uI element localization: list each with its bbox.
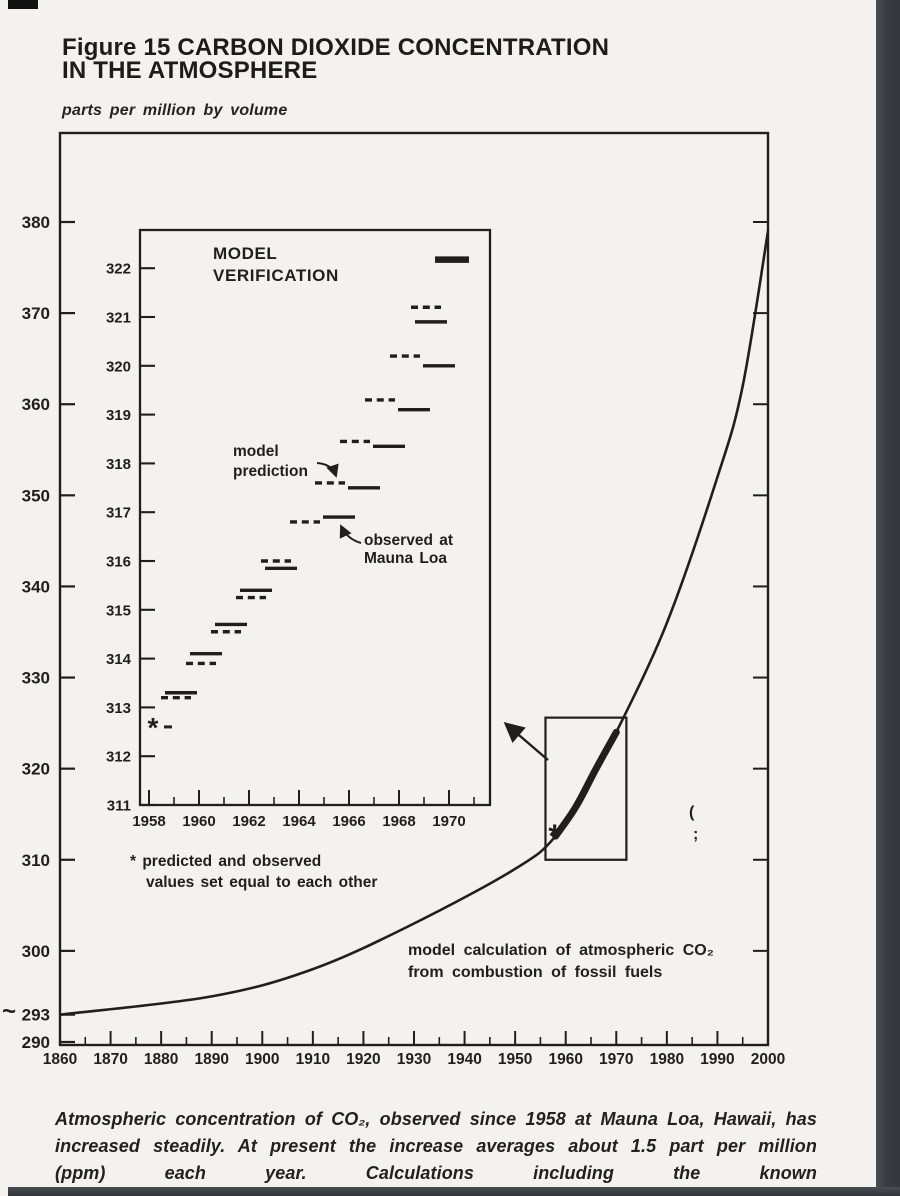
y-tick-label: 380 [22, 213, 50, 232]
x-tick-label: 1990 [700, 1051, 734, 1068]
model-prediction-arrow [316, 462, 339, 478]
main-plot-frame [58, 131, 770, 1047]
y-tick-label: 350 [22, 486, 50, 505]
inset-y-tick-label: 319 [106, 407, 131, 424]
main-x-axis: 1860 1870 1880 1890 1900 1910 1920 1930 1940 1950… [43, 1031, 785, 1068]
inset-start-asterisk: * [148, 712, 159, 743]
inset-plot-frame [138, 228, 492, 807]
figure-caption: Atmospheric concentration of CO₂, observ… [55, 1109, 817, 1183]
inset-x-tick-label: 1966 [332, 813, 365, 830]
inset-y-tick-label: 317 [106, 505, 131, 522]
x-tick-label: 1940 [447, 1051, 481, 1068]
inset-title-line1: MODEL [213, 244, 277, 263]
observed-label-line1: observed at [364, 532, 453, 549]
model-curve-label-line2: from combustion of fossil fuels [408, 964, 662, 981]
x-tick-label: 1880 [144, 1051, 178, 1068]
model-curve-label-line1: model calculation of atmospheric CO₂ [408, 942, 714, 959]
inset-y-tick-label: 314 [106, 651, 132, 668]
main-right-axis-ticks [753, 221, 767, 952]
x-tick-label: 1960 [548, 1051, 582, 1068]
zoom-box-arrow [503, 722, 549, 761]
anchor-asterisk: * [548, 818, 561, 854]
inset-y-tick-label: 311 [107, 798, 131, 815]
y-tick-label: 370 [22, 304, 50, 323]
model-prediction-label-line2: prediction [233, 463, 308, 480]
inset-y-tick-label: 320 [106, 358, 131, 375]
x-tick-label: 1860 [43, 1051, 77, 1068]
observed-overlay-segment [552, 728, 620, 840]
scan-bar-bottom [8, 1187, 900, 1196]
scan-speck-1: ( [689, 804, 695, 821]
figure-title-line1: Figure 15 CARBON DIOXIDE CONCENTRATION [62, 34, 610, 61]
y-tick-label: 340 [22, 577, 50, 596]
x-tick-label: 1970 [599, 1051, 633, 1068]
scan-speck-2: ; [693, 826, 698, 843]
inset-chart-area: 311 312 313 314 315 316 317 318 319 320 321 322 1958… [106, 228, 492, 830]
inset-title-line2: VERIFICATION [213, 266, 339, 285]
y-tick-label: 310 [22, 851, 50, 870]
inset-y-tick-label: 312 [106, 749, 131, 766]
inset-y-tick-label: 316 [106, 554, 131, 571]
main-y-axis: 290 293 300 310 320 330 340 350 360 370 380 [22, 213, 75, 1052]
axis-break-mark: ~ [2, 998, 16, 1025]
zoom-box [544, 716, 628, 861]
y-tick-label: 293 [22, 1006, 50, 1025]
inset-y-tick-label: 321 [106, 310, 131, 327]
x-tick-label: 1910 [296, 1051, 330, 1068]
figure-title: Figure 15 CARBON DIOXIDE CONCENTRATION I… [62, 34, 610, 84]
inset-footnote-line2: values set equal to each other [146, 874, 377, 891]
x-tick-label: 1870 [93, 1051, 127, 1068]
inset-footnote-line1: * predicted and observed [130, 853, 321, 870]
main-chart-area: 290 293 300 310 320 330 340 350 360 370 380 1860 187… [22, 131, 785, 1068]
model-prediction-label-line1: model [233, 443, 279, 460]
x-tick-label: 1920 [346, 1051, 380, 1068]
x-tick-label: 2000 [751, 1051, 785, 1068]
scan-bar-right [876, 0, 900, 1196]
y-tick-label: 330 [22, 669, 50, 688]
x-tick-label: 1980 [650, 1051, 684, 1068]
inset-x-tick-label: 1962 [232, 813, 265, 830]
x-tick-label: 1930 [397, 1051, 431, 1068]
inset-y-axis: 311 312 313 314 315 316 317 318 319 320 321 322 [106, 261, 155, 815]
y-tick-label: 320 [22, 760, 50, 779]
x-tick-label: 1890 [194, 1051, 228, 1068]
inset-y-tick-label: 318 [106, 456, 131, 473]
x-tick-label: 1950 [498, 1051, 532, 1068]
y-tick-label: 300 [22, 942, 50, 961]
inset-x-tick-label: 1964 [282, 813, 316, 830]
y-tick-label: 360 [22, 395, 50, 414]
y-tick-label: 290 [22, 1033, 50, 1052]
inset-x-tick-label: 1968 [382, 813, 415, 830]
inset-x-tick-label: 1960 [182, 813, 215, 830]
inset-data-series: * [148, 256, 469, 743]
inset-y-tick-label: 313 [106, 700, 131, 717]
observed-arrow [339, 524, 362, 544]
figure-title-line2: IN THE ATMOSPHERE [62, 57, 318, 84]
inset-x-tick-label: 1958 [132, 813, 165, 830]
x-tick-label: 1900 [245, 1051, 279, 1068]
scan-corner-mark [8, 0, 38, 9]
inset-y-tick-label: 322 [106, 261, 131, 278]
units-label: parts per million by volume [62, 102, 288, 119]
inset-y-tick-label: 315 [106, 602, 131, 619]
inset-x-axis: 1958 1960 1962 1964 1966 1968 1970 [132, 790, 475, 830]
observed-label-line2: Mauna Loa [364, 550, 447, 567]
inset-x-tick-label: 1970 [432, 813, 465, 830]
